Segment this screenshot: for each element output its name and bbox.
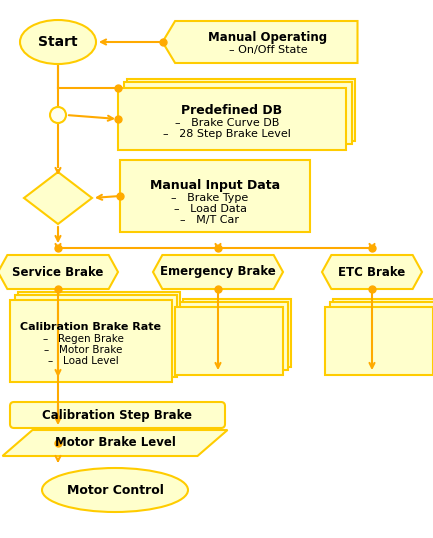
Text: –   Motor Brake: – Motor Brake bbox=[44, 345, 122, 355]
Bar bbox=[15, 295, 177, 377]
Text: Motor Control: Motor Control bbox=[67, 484, 163, 497]
Bar bbox=[175, 307, 283, 375]
Polygon shape bbox=[153, 255, 283, 289]
Text: –   M/T Car: – M/T Car bbox=[181, 215, 239, 225]
Text: Emergency Brake: Emergency Brake bbox=[160, 265, 276, 279]
Text: –   Load Level: – Load Level bbox=[48, 356, 118, 366]
Ellipse shape bbox=[20, 20, 96, 64]
Text: –   Load Data: – Load Data bbox=[174, 204, 246, 214]
Text: –   Brake Type: – Brake Type bbox=[171, 193, 249, 203]
Polygon shape bbox=[0, 255, 118, 289]
Ellipse shape bbox=[42, 468, 188, 512]
Bar bbox=[118, 88, 346, 150]
Bar bbox=[333, 299, 433, 367]
Text: Start: Start bbox=[38, 35, 78, 49]
Text: Service Brake: Service Brake bbox=[12, 265, 103, 279]
Polygon shape bbox=[322, 255, 422, 289]
FancyBboxPatch shape bbox=[10, 402, 225, 428]
Bar bbox=[18, 292, 180, 374]
Text: Predefined DB: Predefined DB bbox=[181, 104, 283, 117]
Bar bbox=[10, 300, 172, 382]
Bar bbox=[330, 302, 433, 370]
Polygon shape bbox=[3, 430, 227, 456]
Text: –   28 Step Brake Level: – 28 Step Brake Level bbox=[163, 129, 291, 139]
Text: –   Regen Brake: – Regen Brake bbox=[42, 334, 123, 344]
Text: –   Brake Curve DB: – Brake Curve DB bbox=[175, 118, 279, 128]
Bar bbox=[325, 307, 433, 375]
Bar bbox=[183, 299, 291, 367]
Bar bbox=[124, 82, 352, 144]
Circle shape bbox=[50, 107, 66, 123]
Text: – On/Off State: – On/Off State bbox=[229, 45, 307, 55]
Bar bbox=[180, 302, 288, 370]
Text: ETC Brake: ETC Brake bbox=[338, 265, 406, 279]
Text: Motor Brake Level: Motor Brake Level bbox=[55, 436, 175, 450]
Polygon shape bbox=[24, 172, 92, 224]
Bar bbox=[127, 79, 355, 141]
Text: Manual Input Data: Manual Input Data bbox=[150, 180, 280, 193]
Text: Calibration Brake Rate: Calibration Brake Rate bbox=[20, 322, 162, 332]
Text: Manual Operating: Manual Operating bbox=[208, 31, 327, 44]
Polygon shape bbox=[162, 21, 358, 63]
Bar bbox=[120, 160, 310, 232]
Text: Calibration Step Brake: Calibration Step Brake bbox=[42, 408, 193, 421]
